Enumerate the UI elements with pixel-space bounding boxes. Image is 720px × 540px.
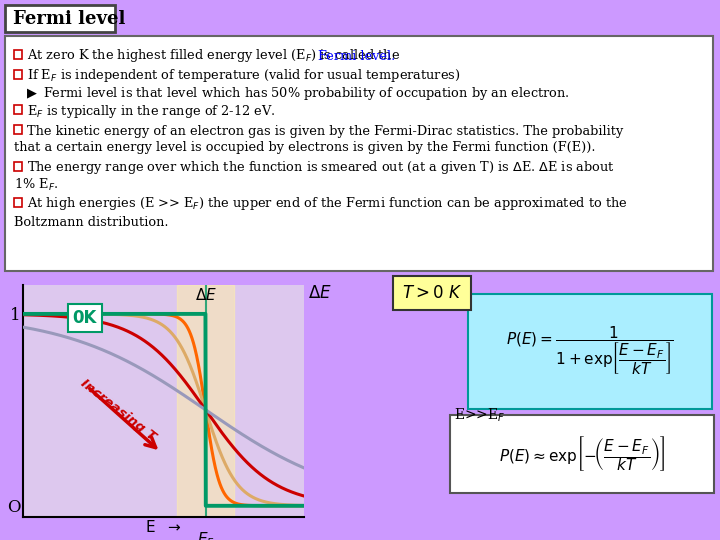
Text: Fermi level: Fermi level — [13, 10, 125, 28]
Text: $\Delta E$: $\Delta E$ — [308, 285, 332, 301]
Text: The energy range over which the function is smeared out (at a given T) is $\Delt: The energy range over which the function… — [27, 159, 615, 177]
Text: Fermi level.: Fermi level. — [318, 50, 395, 63]
Bar — [14, 70, 22, 79]
Bar — [14, 125, 22, 134]
Text: $\blacktriangleright$ Fermi level is that level which has 50% probability of occ: $\blacktriangleright$ Fermi level is tha… — [24, 84, 570, 102]
Text: The kinetic energy of an electron gas is given by the Fermi-Dirac statistics. Th: The kinetic energy of an electron gas is… — [27, 125, 624, 138]
Text: Increasing T: Increasing T — [78, 376, 158, 443]
Bar — [5, 36, 713, 271]
FancyBboxPatch shape — [468, 294, 712, 409]
Text: 1% E$_F$.: 1% E$_F$. — [14, 177, 58, 193]
Text: E$_F$ is typically in the range of 2-12 eV.: E$_F$ is typically in the range of 2-12 … — [27, 103, 276, 119]
Bar — [5, 5, 115, 32]
Text: $P(E) \approx \exp\!\left[-\!\left(\dfrac{E - E_F}{kT}\right)\right]$: $P(E) \approx \exp\!\left[-\!\left(\dfra… — [499, 435, 665, 474]
Text: $T > 0\ K$: $T > 0\ K$ — [402, 285, 462, 301]
Bar — [177, 285, 233, 517]
Text: Boltzmann distribution.: Boltzmann distribution. — [14, 215, 168, 228]
Bar — [14, 162, 22, 171]
Text: $\Delta E$: $\Delta E$ — [194, 287, 217, 303]
Text: that a certain energy level is occupied by electrons is given by the Fermi funct: that a certain energy level is occupied … — [14, 141, 595, 154]
Text: E>>E$_F$: E>>E$_F$ — [454, 406, 505, 424]
Text: $E_F$: $E_F$ — [197, 531, 215, 540]
Bar — [14, 105, 22, 114]
Text: $P(E) = \dfrac{1}{1 + \exp\!\left[\dfrac{E - E_F}{kT}\right]}$: $P(E) = \dfrac{1}{1 + \exp\!\left[\dfrac… — [506, 325, 674, 377]
Text: 0K: 0K — [73, 309, 97, 327]
Bar — [14, 50, 22, 59]
Text: If E$_F$ is independent of temperature (valid for usual temperatures): If E$_F$ is independent of temperature (… — [27, 68, 460, 84]
Text: At zero K the highest filled energy level (E$_F$) is called the: At zero K the highest filled energy leve… — [27, 48, 401, 64]
Text: At high energies (E >> E$_F$) the upper end of the Fermi function can be approxi: At high energies (E >> E$_F$) the upper … — [27, 195, 628, 213]
X-axis label: E  $\rightarrow$: E $\rightarrow$ — [145, 519, 181, 535]
Bar — [14, 198, 22, 207]
FancyBboxPatch shape — [450, 415, 714, 493]
